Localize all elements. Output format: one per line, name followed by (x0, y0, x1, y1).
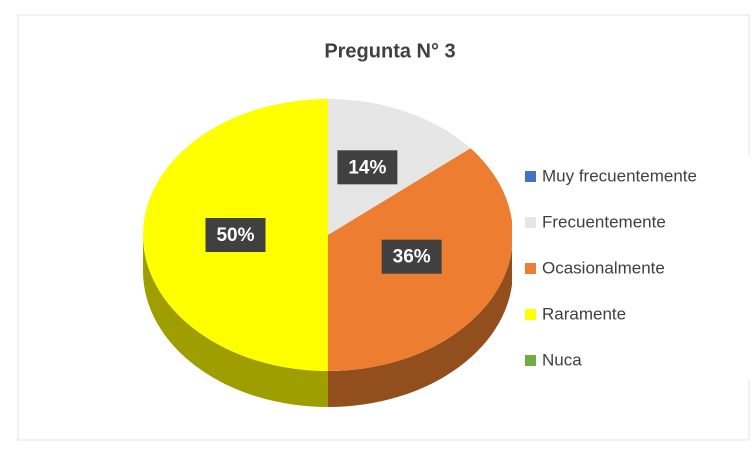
data-label: 50% (216, 225, 254, 246)
pie-slice (328, 99, 471, 235)
data-label-box (205, 218, 266, 252)
data-label-box (337, 150, 398, 185)
legend-label: Muy frecuentemente (542, 166, 697, 185)
legend-label: Ocasionalmente (542, 258, 665, 277)
pie-side (328, 235, 513, 407)
legend-swatch (525, 217, 536, 228)
legend-box (512, 155, 752, 380)
legend-swatch (525, 355, 536, 366)
data-label: 14% (348, 157, 386, 178)
legend-swatch (525, 309, 536, 320)
legend-swatch (525, 171, 536, 182)
legend-swatch (525, 263, 536, 274)
legend-label: Raramente (542, 304, 626, 323)
legend-label: Nuca (542, 350, 582, 369)
pie-side (143, 235, 328, 407)
chart-title: Pregunta N° 3 (324, 40, 455, 62)
legend-label: Frecuentemente (542, 212, 666, 231)
data-label: 36% (393, 247, 431, 268)
data-label-box (381, 239, 442, 274)
